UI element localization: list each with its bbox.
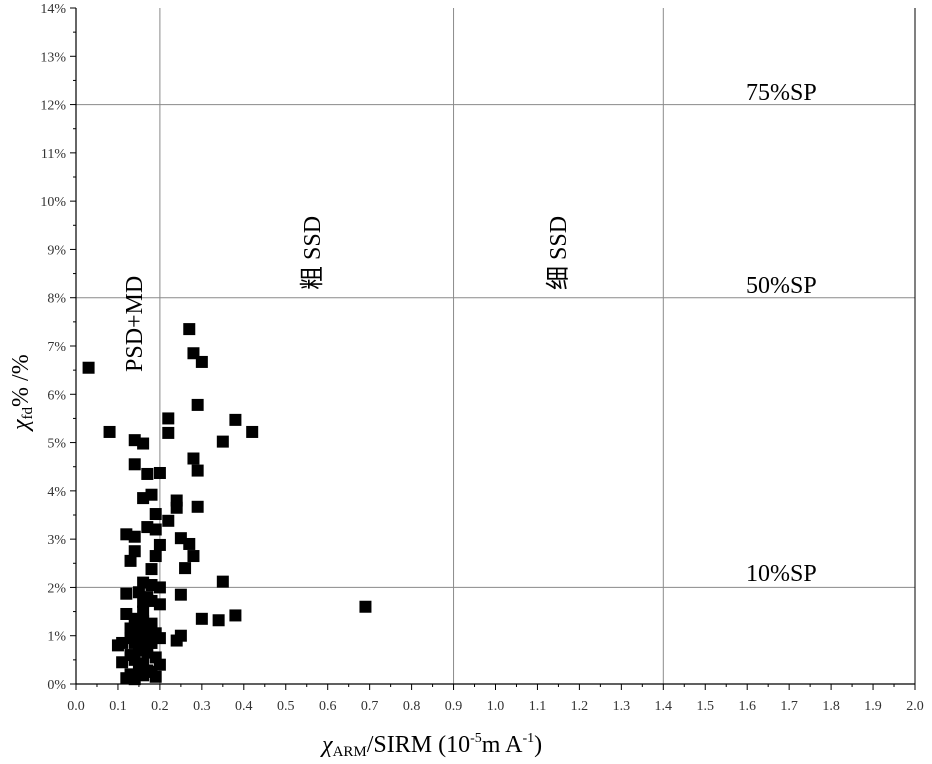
- y-axis-ticks: 0% 1% 2% 3% 4% 5% 6% 7% 8% 9% 10% 11% 12% 13% 14%: [40, 2, 76, 693]
- data-point: [162, 412, 175, 425]
- data-point: [191, 500, 204, 513]
- data-point: [128, 673, 141, 686]
- data-point: [153, 581, 166, 594]
- y-axis-title: χfd% /%: [8, 354, 36, 432]
- x-tick-label: 1.4: [655, 699, 673, 714]
- data-point: [124, 554, 137, 567]
- data-point: [229, 609, 242, 622]
- data-point: [229, 413, 242, 426]
- data-points: [82, 323, 372, 686]
- data-point: [103, 425, 116, 438]
- data-point: [141, 467, 154, 480]
- data-point: [149, 508, 162, 521]
- data-point: [191, 464, 204, 477]
- x-tick-label: 1.8: [822, 699, 840, 714]
- x-tick-label: 1.6: [738, 699, 756, 714]
- y-tick-label: 14%: [40, 2, 66, 17]
- data-point: [111, 639, 124, 652]
- data-point: [149, 550, 162, 563]
- x-tick-label: 1.3: [613, 699, 631, 714]
- region-label-10-sp: 10%SP: [746, 561, 817, 587]
- x-tick-label: 0.0: [67, 699, 85, 714]
- region-label-psd-md: PSD+MD: [122, 276, 148, 372]
- x-tick-label: 0.9: [445, 699, 463, 714]
- region-label-50-sp: 50%SP: [746, 273, 817, 299]
- region-label-fine-ssd: 细 SSD: [545, 216, 572, 290]
- data-point: [170, 501, 183, 514]
- data-point: [359, 600, 372, 613]
- data-point: [212, 614, 225, 627]
- data-point: [153, 466, 166, 479]
- data-point: [174, 588, 187, 601]
- x-axis-ticks: 0.0 0.1 0.2 0.3 0.4 0.5 0.6 0.7 0.8 0.9 1.0 1.1 1.2 1…: [67, 684, 924, 714]
- y-tick-label: 6%: [47, 388, 66, 403]
- data-point: [162, 426, 175, 439]
- x-tick-label: 0.1: [109, 699, 127, 714]
- data-point: [141, 632, 154, 645]
- data-point: [82, 361, 95, 374]
- data-point: [183, 323, 196, 336]
- y-tick-label: 13%: [40, 50, 66, 65]
- data-point: [145, 563, 158, 576]
- data-point: [128, 458, 141, 471]
- y-tick-label: 8%: [47, 292, 66, 307]
- x-tick-label: 0.2: [151, 699, 169, 714]
- region-label-coarse-ssd: 粗 SSD: [299, 216, 326, 290]
- data-point: [149, 523, 162, 536]
- data-point: [183, 537, 196, 550]
- y-tick-label: 5%: [47, 437, 66, 452]
- x-tick-label: 1.1: [529, 699, 547, 714]
- x-tick-label: 0.6: [319, 699, 337, 714]
- y-tick-label: 11%: [41, 147, 66, 162]
- data-point: [170, 634, 183, 647]
- y-tick-label: 3%: [47, 533, 66, 548]
- y-tick-label: 10%: [40, 195, 66, 210]
- x-tick-label: 1.5: [697, 699, 715, 714]
- x-tick-label: 1.2: [571, 699, 589, 714]
- x-tick-label: 0.5: [277, 699, 295, 714]
- region-label-75-sp: 75%SP: [746, 80, 817, 106]
- x-tick-label: 1.0: [487, 699, 505, 714]
- x-tick-label: 0.7: [361, 699, 379, 714]
- data-point: [216, 435, 229, 448]
- y-tick-label: 12%: [40, 99, 66, 114]
- data-point: [195, 355, 208, 368]
- data-point: [145, 594, 158, 607]
- y-tick-label: 4%: [47, 485, 66, 500]
- data-point: [120, 587, 133, 600]
- data-point: [124, 632, 137, 645]
- y-tick-label: 9%: [47, 243, 66, 258]
- data-point: [128, 545, 141, 558]
- data-point: [137, 437, 150, 450]
- x-tick-label: 1.7: [780, 699, 798, 714]
- data-point: [132, 620, 145, 633]
- data-point: [187, 452, 200, 465]
- data-point: [216, 575, 229, 588]
- x-tick-label: 2.0: [906, 699, 924, 714]
- data-point: [246, 425, 259, 438]
- data-point: [187, 550, 200, 563]
- x-tick-label: 0.8: [403, 699, 421, 714]
- data-point: [179, 562, 192, 575]
- region-lines: [76, 8, 915, 684]
- data-point: [116, 656, 129, 669]
- x-tick-label: 0.4: [235, 699, 253, 714]
- y-tick-label: 1%: [47, 630, 66, 645]
- data-point: [195, 612, 208, 625]
- y-tick-label: 2%: [47, 581, 66, 596]
- data-point: [145, 622, 158, 635]
- x-tick-label: 1.9: [864, 699, 882, 714]
- y-tick-label: 0%: [47, 678, 66, 693]
- data-point: [153, 538, 166, 551]
- y-tick-label: 7%: [47, 340, 66, 355]
- data-point: [128, 530, 141, 543]
- x-axis-title: χARM/SIRM (10-5m A-1): [320, 731, 542, 760]
- x-tick-label: 0.3: [193, 699, 211, 714]
- data-point: [191, 398, 204, 411]
- data-point: [145, 488, 158, 501]
- data-point: [162, 514, 175, 527]
- data-point: [141, 664, 154, 677]
